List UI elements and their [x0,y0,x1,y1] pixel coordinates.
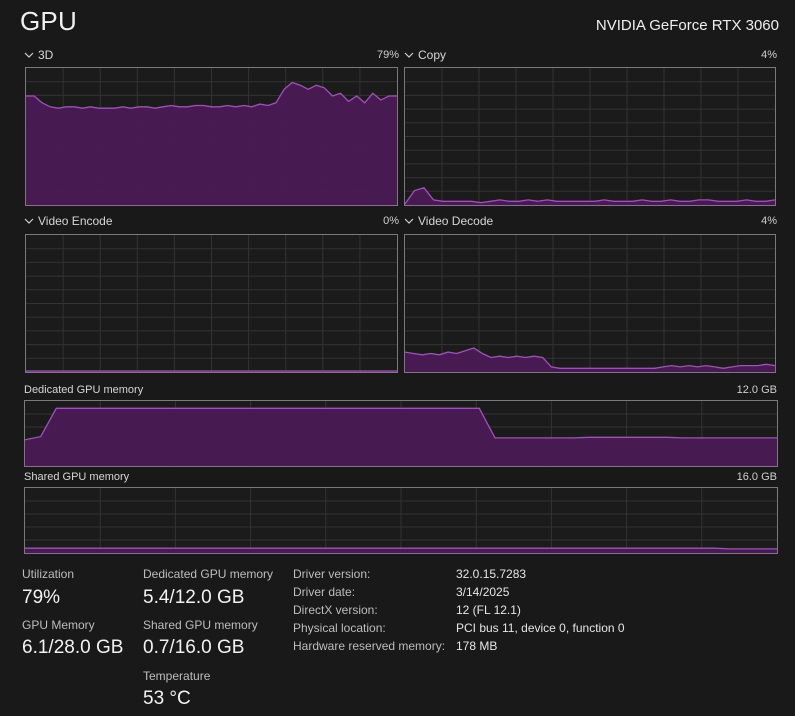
utilization-value: 79% [22,587,61,608]
graph-copy [404,67,776,206]
driver-version-label: Driver version: [293,567,371,581]
gpu-memory-label: GPU Memory [22,618,95,632]
dedicated-memory-label: Dedicated GPU memory [143,567,274,581]
graph-3d-label: 3D [38,48,54,62]
temperature-value: 53 °C [143,688,191,709]
graph-canvas [405,235,775,372]
graph-video-decode [404,234,776,373]
graph-shared-memory [24,487,778,554]
usage-area [405,348,775,372]
graph-copy-label: Copy [418,48,447,62]
physical-location-value: PCI bus 11, device 0, function 0 [456,621,625,635]
shared-memory-graph-max: 16.0 GB [736,471,777,483]
graph-canvas [26,235,397,372]
usage-line [25,407,777,441]
chevron-down-icon [404,52,414,58]
directx-version-value: 12 (FL 12.1) [456,603,521,617]
usage-area [25,548,777,553]
shared-memory-label: Shared GPU memory [143,618,258,632]
graph-decode-label: Video Decode [418,214,494,228]
graph-encode-label: Video Encode [38,214,113,228]
graph-dedicated-memory [24,400,778,467]
shared-memory-graph-label: Shared GPU memory [24,471,130,483]
temperature-label: Temperature [143,669,211,683]
utilization-label: Utilization [22,567,75,581]
graph-3d-percent: 79% [376,49,399,61]
graph-copy-selector[interactable]: Copy [404,48,446,62]
chevron-down-icon [24,52,34,58]
graph-3d [25,67,398,206]
graph-encode-selector[interactable]: Video Encode [24,214,113,228]
chevron-down-icon [24,218,34,224]
reserved-memory-value: 178 MB [456,639,498,653]
driver-version-value: 32.0.15.7283 [456,567,527,581]
graph-encode-percent: 0% [383,215,399,227]
chevron-down-icon [404,218,414,224]
dedicated-memory-graph-label: Dedicated GPU memory [24,384,144,396]
shared-memory-value: 0.7/16.0 GB [143,637,245,658]
graph-canvas [26,68,397,205]
usage-line [26,81,397,109]
page-title: GPU [20,6,77,36]
dedicated-memory-value: 5.4/12.0 GB [143,587,245,608]
usage-area [25,408,777,466]
graph-canvas [25,488,777,553]
directx-version-label: DirectX version: [293,603,378,617]
graph-decode-selector[interactable]: Video Decode [404,214,493,228]
graph-video-encode [25,234,398,373]
graph-canvas [25,401,777,466]
usage-line [405,347,775,369]
usage-line [405,187,775,205]
graph-3d-selector[interactable]: 3D [24,48,53,62]
usage-area [26,82,397,205]
driver-date-value: 3/14/2025 [456,585,510,599]
dedicated-memory-graph-max: 12.0 GB [736,384,777,396]
physical-location-label: Physical location: [293,621,386,635]
graph-decode-percent: 4% [761,215,777,227]
graph-canvas [405,68,775,205]
device-name: NVIDIA GeForce RTX 3060 [595,17,779,34]
graph-copy-percent: 4% [761,49,777,61]
usage-line [25,547,777,550]
reserved-memory-label: Hardware reserved memory: [293,639,446,653]
gpu-memory-value: 6.1/28.0 GB [22,637,124,658]
driver-date-label: Driver date: [293,585,356,599]
